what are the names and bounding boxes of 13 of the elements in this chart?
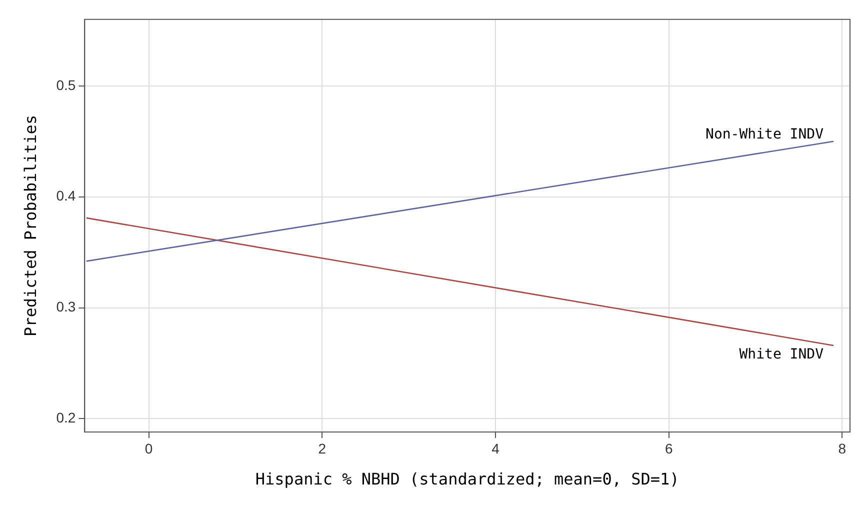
y-tick-label: 0.4 (56, 188, 76, 204)
series-label: Non-White INDV (706, 126, 824, 142)
x-axis-title: Hispanic % NBHD (standardized; mean=0, SD=1) (255, 470, 680, 489)
series-label: White INDV (739, 346, 824, 363)
x-tick-label: 8 (838, 440, 846, 456)
x-tick-label: 0 (144, 440, 153, 456)
y-tick-label: 0.3 (56, 298, 76, 315)
x-tick-label: 6 (664, 440, 673, 456)
x-tick-label: 4 (492, 440, 500, 456)
y-tick-label: 0.5 (56, 76, 76, 93)
y-tick-label: 0.2 (56, 410, 76, 426)
y-axis-title: Predicted Probabilities (20, 114, 40, 336)
x-tick-label: 2 (318, 440, 326, 456)
